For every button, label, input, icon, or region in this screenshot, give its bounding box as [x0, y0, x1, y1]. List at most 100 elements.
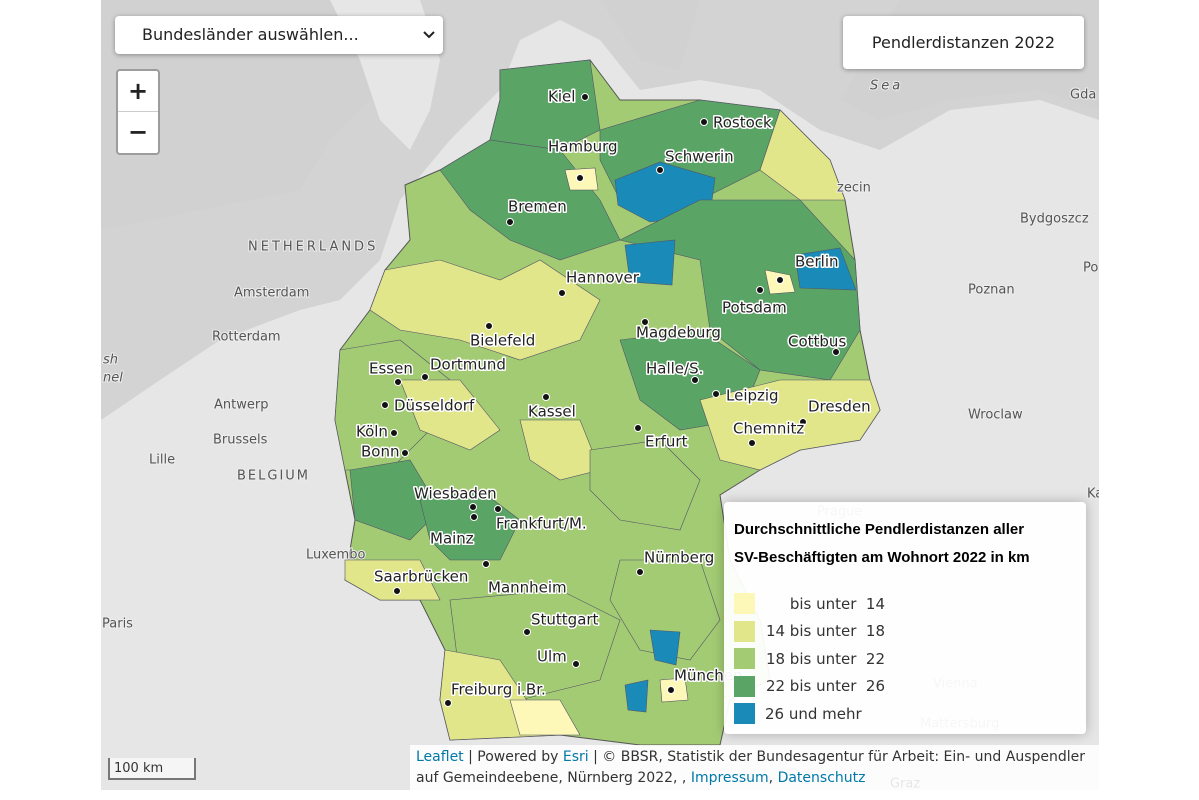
basemap-label: Brussels — [213, 433, 268, 448]
city-dot — [634, 424, 642, 432]
city-dot — [832, 348, 840, 356]
city-dot — [381, 401, 389, 409]
map-title: Pendlerdistanzen 2022 — [843, 16, 1084, 69]
basemap-label: Antwerp — [214, 398, 268, 413]
city-dot — [421, 373, 429, 381]
legend-swatch — [734, 620, 755, 642]
city-dot — [401, 449, 409, 457]
city-dot — [656, 166, 664, 174]
city-label: Düsseldorf — [394, 397, 475, 415]
zoom-in[interactable]: + — [127, 77, 149, 105]
city-dot — [506, 218, 514, 226]
basemap-label: Gda — [1070, 88, 1096, 103]
city-label: Bonn — [361, 443, 399, 461]
city-dot — [712, 390, 720, 398]
city-dot — [542, 393, 550, 401]
city-dot — [799, 418, 807, 426]
city-label: Frankfurt/M. — [496, 515, 587, 533]
city-label: Berlin — [795, 253, 839, 271]
leaflet-link[interactable]: Leaflet — [416, 749, 464, 765]
city-label: Mainz — [430, 530, 474, 548]
scale-bar: 100 km — [108, 758, 196, 780]
city-label: Hamburg — [548, 138, 618, 156]
esri-link[interactable]: Esri — [562, 749, 589, 765]
legend-label: 22 bis unter 26 — [765, 677, 885, 696]
zoom-out[interactable]: − — [118, 111, 158, 152]
datenschutz-link[interactable]: Datenschutz — [777, 770, 866, 786]
districts — [334, 59, 881, 741]
basemap-label: Lille — [149, 453, 175, 468]
city-label: Magdeburg — [636, 324, 721, 342]
map[interactable]: BalticSeaGdazecinBydgoszczNETHERLANDSAms… — [101, 0, 1099, 790]
city-dot — [494, 505, 502, 513]
legend-item: 22 bis unter 26 — [734, 673, 1086, 701]
city-label: Leipzig — [726, 387, 779, 405]
city-label: Dortmund — [430, 356, 506, 374]
legend-label: 26 und mehr — [765, 704, 862, 723]
legend-label: 14 bis unter 18 — [765, 622, 885, 641]
city-label: Nürnberg — [644, 549, 714, 567]
basemap-label: NETHERLANDS — [248, 240, 378, 255]
legend-item: bis unter 14 — [734, 590, 1086, 618]
city-label: Cottbus — [788, 333, 846, 351]
city-label: Kassel — [528, 403, 576, 421]
city-dot — [485, 322, 493, 330]
city-label: Hannover — [566, 269, 640, 287]
attribution-text: | Powered by — [468, 749, 559, 765]
legend-title-line: SV-Beschäftigten am Wohnort 2022 in km — [734, 549, 1030, 566]
attribution-text: , — [768, 770, 774, 786]
dropdown-text: Bundesländer auswählen... — [142, 25, 359, 44]
legend-item: 18 bis unter 22 — [734, 645, 1086, 673]
legend: Durchschnittliche Pendlerdistanzen aller… — [724, 502, 1086, 734]
basemap-label: zecin — [837, 181, 871, 196]
city-dot — [394, 378, 402, 386]
city-dot — [581, 93, 589, 101]
city-label: Rostock — [713, 114, 772, 132]
city-dot — [469, 503, 477, 511]
city-dot — [756, 286, 764, 294]
impressum-link[interactable]: Impressum — [690, 770, 769, 786]
city-dot — [691, 376, 699, 384]
city-label: Freiburg i.Br. — [451, 681, 546, 699]
city-label: Dresden — [808, 398, 871, 416]
city-dot — [558, 289, 566, 297]
basemap-label: Po — [1083, 261, 1098, 276]
city-label: Bremen — [508, 198, 567, 216]
city-label: Stuttgart — [531, 611, 599, 629]
basemap-label: Poznan — [968, 283, 1015, 298]
basemap-label: Sea — [870, 79, 903, 94]
attribution-text: | © BBSR, Statistik der Bundesagentur fü… — [416, 749, 1086, 786]
city-dot — [482, 560, 490, 568]
attribution: Leaflet | Powered by Esri | © BBSR, Stat… — [410, 745, 1099, 790]
basemap-label: Rotterdam — [212, 330, 281, 345]
city-dot — [748, 439, 756, 447]
legend-title-line: Durchschnittliche Pendlerdistanzen aller — [734, 521, 1025, 538]
city-label: Essen — [369, 360, 413, 378]
basemap-label: Amsterdam — [234, 286, 309, 301]
basemap-label: sh — [103, 353, 118, 368]
legend-label: bis unter 14 — [789, 594, 885, 613]
city-dot — [523, 628, 531, 636]
legend-swatch — [734, 675, 755, 697]
legend-items: bis unter 14 14 bis unter 18 18 bis unter … — [734, 590, 1086, 728]
city-label: Erfurt — [645, 433, 688, 451]
state-dropdown[interactable]: Bundesländer auswählen... — [115, 16, 443, 54]
city-label: Ulm — [537, 648, 567, 666]
city-dot — [390, 429, 398, 437]
city-label: Köln — [356, 423, 388, 441]
basemap-label: Ka — [1087, 487, 1099, 502]
basemap-label: Paris — [102, 617, 133, 632]
city-label: Mannheim — [488, 579, 567, 597]
city-dot — [572, 660, 580, 668]
legend-item: 14 bis unter 18 — [734, 618, 1086, 646]
city-dot — [641, 318, 649, 326]
legend-title: Durchschnittliche Pendlerdistanzen aller… — [734, 516, 1076, 572]
city-dot — [470, 513, 478, 521]
city-dot — [636, 568, 644, 576]
city-dot — [776, 276, 784, 284]
city-label: Halle/S. — [646, 360, 703, 378]
city-dot — [700, 118, 708, 126]
legend-swatch — [734, 648, 755, 670]
legend-swatch — [734, 703, 755, 725]
